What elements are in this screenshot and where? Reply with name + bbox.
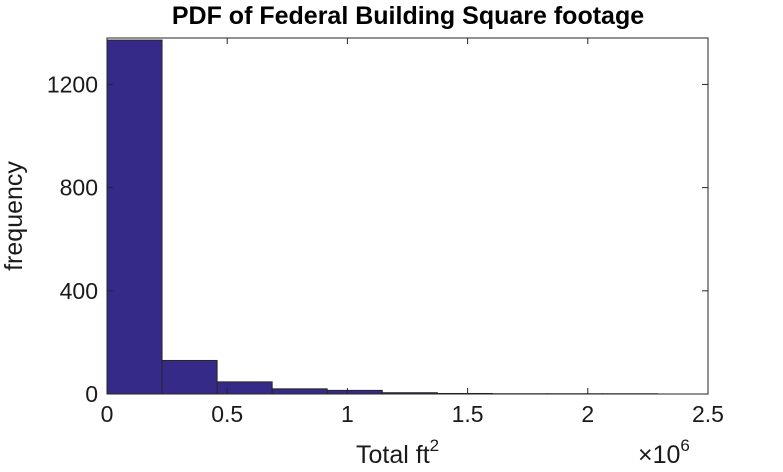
x-tick-label: 0.5 (211, 401, 243, 427)
y-tick-label: 1200 (47, 71, 98, 97)
chart-title: PDF of Federal Building Square footage (172, 2, 644, 30)
x-axis-ticks: 0 0.5 1 1.5 2 2.5 (101, 38, 724, 427)
x-tick-label: 2.5 (692, 401, 724, 427)
x-scale-factor: ×106 (638, 436, 690, 469)
histogram-bar (216, 381, 273, 395)
x-tick-label: 1.5 (452, 401, 484, 427)
histogram-bar (161, 359, 218, 395)
x-tick-label: 1 (341, 401, 354, 427)
y-tick-label: 0 (85, 381, 98, 407)
y-tick-label: 800 (60, 175, 98, 201)
x-scale-exponent: 6 (680, 436, 689, 455)
y-axis-ticks: 0 400 800 1200 (47, 71, 708, 407)
bars-group (106, 39, 659, 395)
histogram-bar (106, 39, 163, 395)
x-tick-label: 0 (101, 401, 114, 427)
x-axis-label-text: Total ft (356, 441, 430, 469)
x-tick-label: 2 (581, 401, 594, 427)
histogram-bar (326, 389, 383, 395)
histogram-bar (271, 388, 328, 395)
y-tick-label: 400 (60, 278, 98, 304)
x-axis-label: Total ft2 (356, 436, 439, 469)
y-axis-label: frequency (0, 161, 28, 271)
x-axis-label-superscript: 2 (430, 436, 439, 455)
x-scale-multiplier: ×10 (638, 441, 680, 469)
plot-frame (106, 37, 709, 395)
